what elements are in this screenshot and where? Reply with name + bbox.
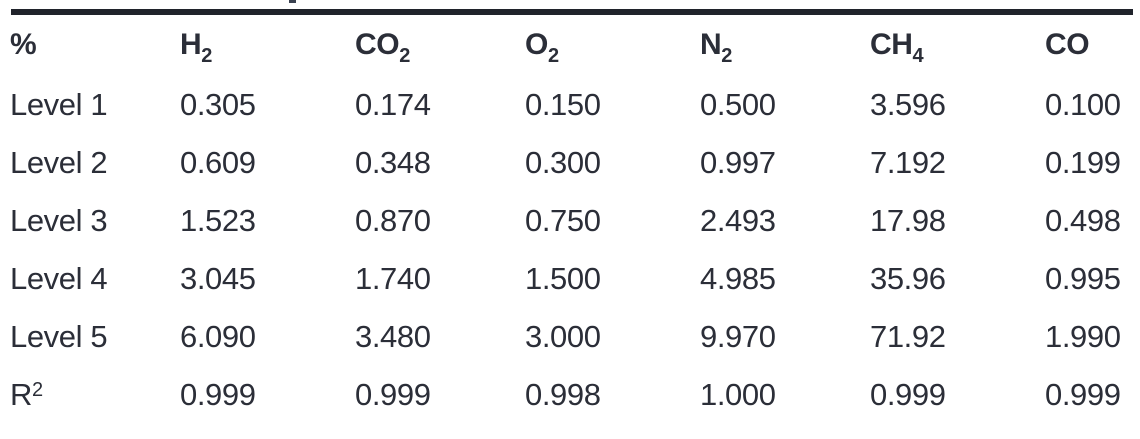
cell-value: 0.997: [700, 144, 776, 180]
column-header-ch4: CH4: [870, 15, 1045, 75]
row-label: Level 4: [10, 260, 108, 296]
row-label: Level 5: [10, 318, 108, 354]
cell-value: 1.740: [355, 260, 431, 296]
cell-value: 0.150: [525, 86, 601, 122]
header-subscript: 2: [721, 45, 732, 68]
table-row-level-1: Level 1 0.305 0.174 0.150 0.500 3.596 0.…: [10, 75, 1140, 133]
table-top-rule: [11, 9, 1133, 15]
header-text: %: [10, 28, 37, 61]
column-header-percent: %: [10, 15, 180, 75]
cell-value: 0.999: [870, 376, 946, 412]
row-label-r-squared: R2: [10, 365, 180, 423]
cell-value: 3.596: [870, 86, 946, 122]
row-label: Level 3: [10, 202, 108, 238]
row-label-base: R: [10, 376, 32, 412]
cell-value: 0.100: [1045, 86, 1121, 122]
table-row-r-squared: R2 0.999 0.999 0.998 1.000 0.999 0.999: [10, 365, 1140, 423]
cell-value: 17.98: [870, 202, 946, 238]
cell-value: 0.300: [525, 144, 601, 180]
cell-value: 6.090: [180, 318, 256, 354]
cell-value: 35.96: [870, 260, 946, 296]
cell-value: 0.500: [700, 86, 776, 122]
cell-value: 1.000: [700, 376, 776, 412]
cell-value: 0.609: [180, 144, 256, 180]
cell-value: 3.045: [180, 260, 256, 296]
header-subscript: 2: [547, 45, 559, 68]
table-row-level-2: Level 2 0.609 0.348 0.300 0.997 7.192 0.…: [10, 133, 1140, 191]
cell-value: 7.192: [870, 144, 946, 180]
cell-value: 0.305: [180, 86, 256, 122]
cell-value: 0.174: [355, 86, 431, 122]
column-header-h2: H2: [180, 15, 355, 75]
column-header-co2: CO2: [355, 15, 525, 75]
cell-value: 0.750: [525, 202, 601, 238]
cell-value: 1.990: [1045, 318, 1121, 354]
cell-value: 1.500: [525, 260, 601, 296]
header-text: N: [700, 28, 722, 61]
cell-value: 0.995: [1045, 260, 1121, 296]
header-subscript: 4: [912, 45, 924, 68]
table-row-level-3: Level 3 1.523 0.870 0.750 2.493 17.98 0.…: [10, 191, 1140, 249]
cell-value: 0.498: [1045, 202, 1121, 238]
header-text: H: [180, 28, 202, 61]
header-subscript: 2: [201, 45, 212, 68]
header-text: CH: [870, 28, 913, 61]
header-text: CO: [1045, 28, 1090, 61]
cell-value: 4.985: [700, 260, 776, 296]
header-text: O: [525, 28, 548, 61]
table-header-row: % H2 CO2 O2 N2 CH4 CO: [10, 15, 1140, 75]
cell-value: 0.999: [180, 376, 256, 412]
column-header-co: CO: [1045, 15, 1140, 75]
cell-value: 0.999: [1045, 376, 1121, 412]
header-text: CO: [355, 28, 400, 61]
cell-value: 3.000: [525, 318, 601, 354]
cell-value: 2.493: [700, 202, 776, 238]
cell-value: 71.92: [870, 318, 946, 354]
cell-value: 0.199: [1045, 144, 1121, 180]
row-label: Level 1: [10, 86, 108, 122]
cell-value: 0.998: [525, 376, 601, 412]
cell-value: 9.970: [700, 318, 776, 354]
gas-calibration-table: % H2 CO2 O2 N2 CH4 CO Level 1 0.305 0.17…: [10, 15, 1140, 423]
cropped-caption-fragment: [289, 0, 296, 3]
column-header-n2: N2: [700, 15, 870, 75]
cell-value: 0.348: [355, 144, 431, 180]
table-row-level-5: Level 5 6.090 3.480 3.000 9.970 71.92 1.…: [10, 307, 1140, 365]
row-label-superscript: 2: [32, 379, 43, 402]
column-header-o2: O2: [525, 15, 700, 75]
table-row-level-4: Level 4 3.045 1.740 1.500 4.985 35.96 0.…: [10, 249, 1140, 307]
cell-value: 1.523: [180, 202, 256, 238]
cell-value: 0.870: [355, 202, 431, 238]
cell-value: 3.480: [355, 318, 431, 354]
cell-value: 0.999: [355, 376, 431, 412]
row-label: Level 2: [10, 144, 108, 180]
header-subscript: 2: [399, 45, 410, 68]
